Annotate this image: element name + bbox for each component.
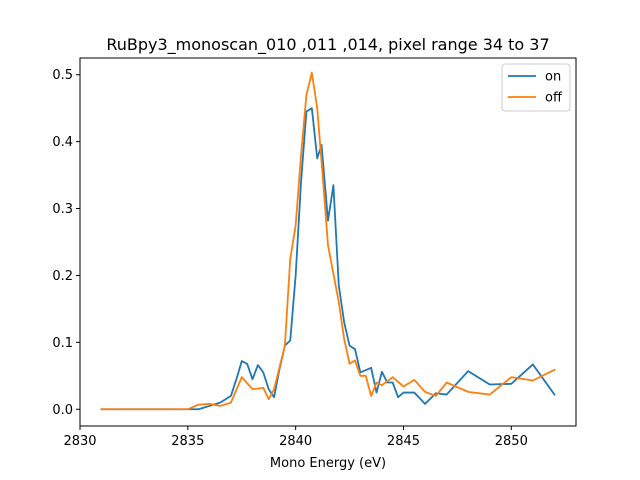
legend: on off — [501, 63, 571, 112]
chart-title: RuBpy3_monoscan_010 ,011 ,014, pixel ran… — [106, 35, 549, 55]
x-tick-label: 2840 — [279, 434, 312, 449]
y-tick-label: 0.4 — [52, 135, 73, 150]
y-tick-label: 0.3 — [52, 202, 73, 217]
x-axis: 2830 2835 2840 2845 2850 — [63, 426, 528, 449]
series-line-on — [100, 107, 556, 411]
plot-area — [100, 71, 556, 411]
x-tick-label: 2850 — [495, 434, 528, 449]
y-tick-label: 0.5 — [52, 68, 73, 83]
y-tick-label: 0.1 — [52, 336, 73, 351]
x-axis-label: Mono Energy (eV) — [270, 456, 386, 471]
x-tick-label: 2845 — [387, 434, 420, 449]
y-tick-label: 0.0 — [52, 403, 73, 418]
x-tick-label: 2830 — [63, 434, 96, 449]
legend-label-off: off — [545, 91, 563, 106]
y-tick-label: 0.2 — [52, 269, 73, 284]
x-tick-label: 2835 — [171, 434, 204, 449]
axes-frame — [79, 57, 577, 427]
legend-label-on: on — [545, 70, 561, 85]
y-axis: 0.0 0.1 0.2 0.3 0.4 0.5 — [52, 68, 80, 418]
series-line-off — [100, 71, 556, 411]
